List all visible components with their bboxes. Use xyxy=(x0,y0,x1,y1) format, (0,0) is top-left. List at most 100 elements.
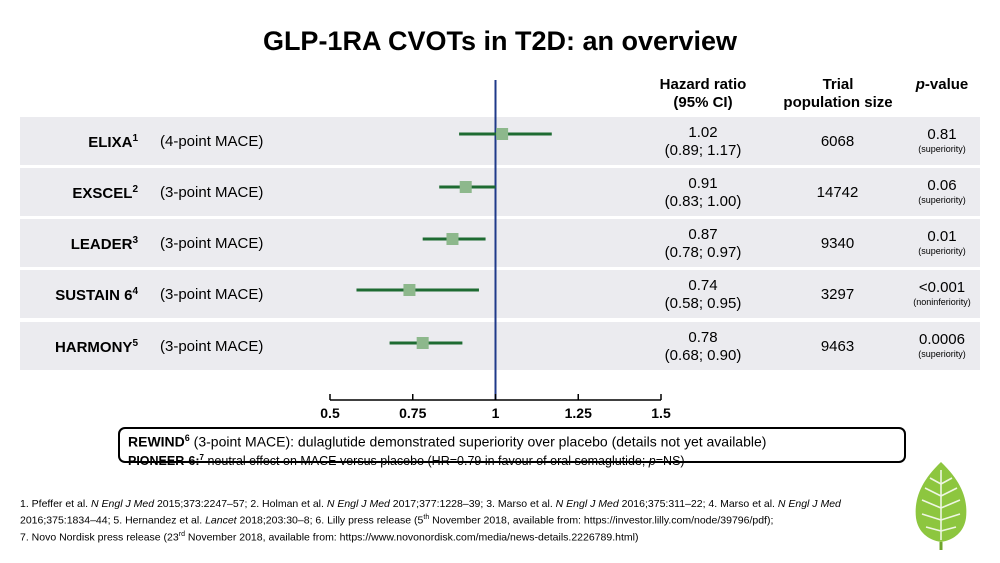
row-background xyxy=(20,117,980,165)
page-title: GLP-1RA CVOTs in T2D: an overview xyxy=(262,26,738,56)
population-harmony: 9463 xyxy=(820,338,855,355)
mace-type: (3-point MACE) xyxy=(160,286,264,303)
hr-value-sustain6: 0.74 (0.58; 0.95) xyxy=(648,277,758,313)
x-tick-label: 1.5 xyxy=(651,405,671,421)
ref-text: 2018;203:30–8; 6. Lilly press release (5 xyxy=(236,514,424,527)
hr-ci: (0.68; 0.90) xyxy=(664,347,742,364)
row-background xyxy=(20,322,980,370)
hr-marker xyxy=(416,337,429,349)
pioneer-label: PIONEER-6: xyxy=(128,453,200,468)
pvalue-type: (superiority) xyxy=(918,349,966,359)
hr-ci: (0.89; 1.17) xyxy=(664,142,742,159)
pvalue-exscel: 0.06 (superiority) xyxy=(898,177,986,206)
x-tick-label: 0.75 xyxy=(399,405,426,421)
ref-sup: th xyxy=(423,514,430,521)
pvalue-type: (superiority) xyxy=(918,246,966,256)
ref-journal: N Engl J Med xyxy=(777,498,841,510)
header-pvalue-rest: -value xyxy=(924,76,969,93)
header-pop-line2: population size xyxy=(783,94,893,111)
rewind-note: REWIND6 (3-point MACE): dulaglutide demo… xyxy=(128,430,896,450)
x-tick-label: 1.25 xyxy=(565,405,592,421)
trial-name-exscel: EXSCEL2 xyxy=(20,184,138,202)
references-line1: 1. Pfeffer et al. N Engl J Med 2015;373:… xyxy=(20,498,900,528)
ref-text: 1. Pfeffer et al. xyxy=(20,498,92,510)
mace-type: (3-point MACE) xyxy=(160,338,264,355)
ref-sup: rd xyxy=(178,530,185,538)
rewind-label: REWIND xyxy=(128,433,185,450)
header-hazard-ratio: Hazard ratio (95% CI) xyxy=(640,76,766,112)
pioneer-note: PIONEER-6:7 neutral effect on MACE versu… xyxy=(128,450,896,469)
hr-value-leader: 0.87 (0.78; 0.97) xyxy=(648,226,758,262)
trial-ref-sup: 5 xyxy=(132,338,138,349)
pvalue-number: 0.01 xyxy=(927,228,957,245)
hr-marker xyxy=(496,128,509,140)
hr-estimate: 0.87 xyxy=(688,226,718,243)
rewind-text: (3-point MACE): dulaglutide demonstrated… xyxy=(189,433,767,450)
hr-estimate: 0.74 xyxy=(688,277,718,294)
mace-type: (3-point MACE) xyxy=(160,184,264,201)
x-tick-label: 1 xyxy=(492,405,500,421)
pvalue-sustain6: <0.001 (noninferiority) xyxy=(898,279,986,308)
forest-plot: 0.5 0.75 1 1.25 1.5 xyxy=(320,80,671,421)
header-pvalue-italic: p xyxy=(915,76,925,93)
header-pop-line1: Trial xyxy=(822,76,854,93)
hr-ci: (0.58; 0.95) xyxy=(664,295,742,312)
trial-name-text: ELIXA xyxy=(88,134,133,151)
ref-text: 2015;373:2247–57; 2. Holman et al. xyxy=(154,498,327,510)
x-tick-label: 0.5 xyxy=(320,405,340,421)
row-background xyxy=(20,219,980,267)
row-background xyxy=(20,168,980,216)
hr-value-harmony: 0.78 (0.68; 0.90) xyxy=(648,329,758,365)
header-pvalue: p-value xyxy=(898,76,986,94)
note-box: REWIND6 (3-point MACE): dulaglutide demo… xyxy=(118,427,906,468)
pvalue-type: (noninferiority) xyxy=(913,297,971,307)
hr-ci: (0.78; 0.97) xyxy=(664,244,742,261)
ref-text: November 2018, available from: https://w… xyxy=(184,531,639,543)
rewind-sup: 6 xyxy=(184,433,190,443)
pvalue-type: (superiority) xyxy=(918,144,966,154)
pvalue-number: 0.81 xyxy=(927,126,957,143)
ref-text: 2016;375:311–22; 4. Marso et al. xyxy=(618,498,778,510)
references-line2: 7. Novo Nordisk press release (23rd Nove… xyxy=(20,528,900,545)
mace-type: (3-point MACE) xyxy=(160,235,264,252)
trial-name-text: EXSCEL xyxy=(72,185,133,202)
ref-journal: N Engl J Med xyxy=(555,498,619,510)
trial-name-sustain6: SUSTAIN 64 xyxy=(20,286,138,304)
ref-text: 7. Novo Nordisk press release (23 xyxy=(20,531,179,543)
leaf-logo-icon xyxy=(915,462,967,550)
row-background xyxy=(20,270,980,318)
ref-text: November 2018, available from: https://i… xyxy=(429,514,774,527)
ref-text: 2016;375:1834–44; 5. Hernandez et al. xyxy=(20,514,206,527)
population-exscel: 14742 xyxy=(816,184,859,201)
trial-ref-sup: 1 xyxy=(132,133,138,144)
references: 1. Pfeffer et al. N Engl J Med 2015;373:… xyxy=(20,498,900,544)
hr-marker xyxy=(459,181,472,193)
hr-estimate: 0.91 xyxy=(688,175,718,192)
header-population: Trial population size xyxy=(768,76,908,112)
population-leader: 9340 xyxy=(820,235,855,252)
pvalue-elixa: 0.81 (superiority) xyxy=(898,126,986,155)
ref-journal: N Engl J Med xyxy=(91,498,155,510)
ref-text: 2017;377:1228–39; 3. Marso et al. xyxy=(389,498,556,510)
pvalue-type: (superiority) xyxy=(918,195,966,205)
hr-marker xyxy=(403,284,416,296)
trial-ref-sup: 2 xyxy=(132,184,138,195)
mace-type: (4-point MACE) xyxy=(160,133,264,150)
hr-estimate: 0.78 xyxy=(688,329,718,346)
trial-name-text: HARMONY xyxy=(54,339,133,356)
hr-marker xyxy=(446,233,459,245)
pioneer-text-a: neutral effect on MACE versus placebo (H… xyxy=(204,453,649,468)
hr-value-elixa: 1.02 (0.89; 1.17) xyxy=(648,124,758,160)
pvalue-harmony: 0.0006 (superiority) xyxy=(898,331,986,360)
population-elixa: 6068 xyxy=(820,133,855,150)
population-sustain6: 3297 xyxy=(820,286,855,303)
hr-ci: (0.83; 1.00) xyxy=(664,193,742,210)
ref-journal: Lancet xyxy=(205,514,237,527)
trial-name-elixa: ELIXA1 xyxy=(20,133,138,151)
pvalue-number: <0.001 xyxy=(918,279,966,296)
pvalue-leader: 0.01 (superiority) xyxy=(898,228,986,257)
pvalue-number: 0.06 xyxy=(927,177,957,194)
pvalue-number: 0.0006 xyxy=(919,331,965,348)
trial-name-text: SUSTAIN 6 xyxy=(55,287,133,304)
pioneer-text-b: =NS) xyxy=(655,453,685,468)
